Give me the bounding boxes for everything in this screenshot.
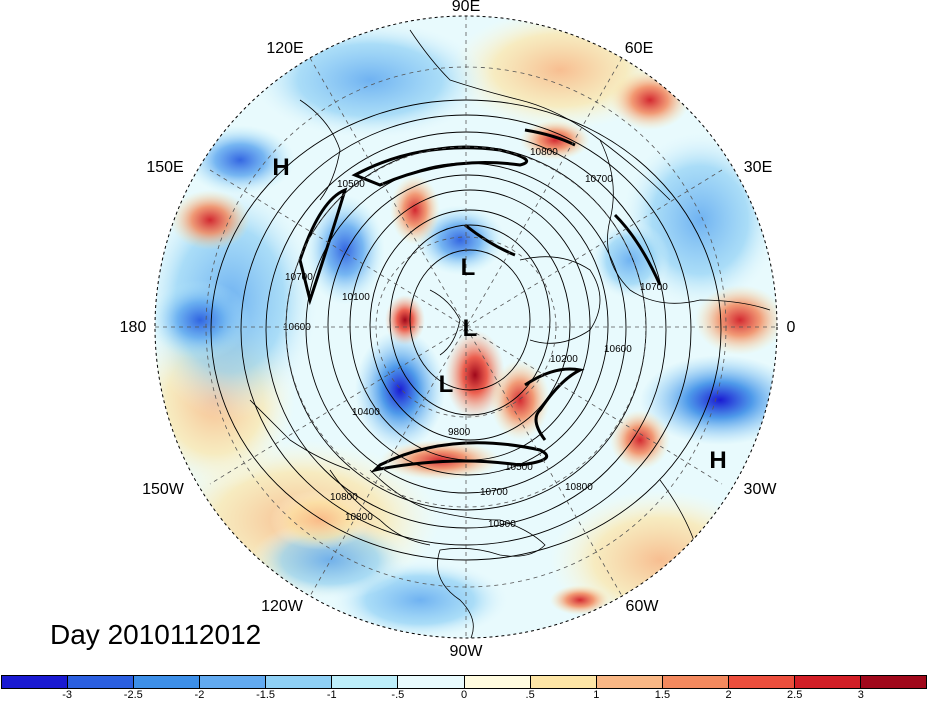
colorbar-swatch — [596, 676, 663, 688]
contour-label: 10400 — [352, 407, 380, 418]
contour-label: 10800 — [565, 482, 593, 493]
contour-label: 10800 — [345, 512, 373, 523]
contour-label-group: 10800 10700 10600 10500 10200 10100 1040… — [283, 147, 668, 530]
lon-label-120e: 120E — [266, 40, 304, 57]
contour-label: 10800 — [330, 492, 358, 503]
colorbar-swatch — [266, 676, 333, 688]
low-pressure-marker: L — [460, 254, 476, 281]
contour-label: 10200 — [550, 354, 578, 365]
colorbar-swatch — [200, 676, 267, 688]
colorbar-tick-label: 1 — [593, 689, 600, 701]
day-label: Day 2010112012 — [50, 619, 262, 650]
lon-label-180: 180 — [119, 319, 147, 336]
colorbar-tick-label: -1.5 — [256, 689, 276, 701]
colorbar-tick-label: 0 — [460, 689, 468, 701]
contour-label: 10700 — [585, 174, 613, 185]
lon-label-150e: 150E — [146, 159, 184, 176]
lon-label-90w: 90W — [449, 643, 483, 660]
graticule — [155, 16, 777, 638]
contour-label: 10600 — [604, 344, 632, 355]
colorbar-tick-label: 2.5 — [787, 689, 803, 701]
colorbar-swatch — [464, 676, 531, 688]
lon-label-60w: 60W — [625, 598, 659, 615]
colorbar-swatch — [68, 676, 135, 688]
lon-label-30w: 30W — [743, 481, 777, 498]
lon-label-30e: 30E — [743, 159, 773, 176]
contour-label: 9800 — [448, 427, 471, 438]
lon-label-90e: 90E — [451, 0, 481, 15]
high-pressure-marker: H — [709, 447, 727, 474]
colorbar-swatch — [530, 676, 597, 688]
colorbar-tick-label: 2 — [725, 689, 732, 701]
colorbar — [1, 675, 927, 689]
colorbar-tick-label: -2.5 — [123, 689, 143, 701]
low-pressure-marker: L — [438, 371, 454, 398]
contour-label: 10100 — [342, 292, 370, 303]
contour-label: 10700 — [480, 487, 508, 498]
colorbar-tick-label: -3 — [62, 689, 73, 701]
colorbar-swatch — [134, 676, 201, 688]
lon-label-60e: 60E — [624, 40, 654, 57]
map-boundary — [154, 15, 778, 639]
colorbar-swatch — [2, 676, 69, 688]
lon-label-150w: 150W — [142, 481, 184, 498]
lon-label-120w: 120W — [261, 598, 303, 615]
colorbar-swatch — [332, 676, 399, 688]
contour-label: 10900 — [488, 519, 516, 530]
high-pressure-marker: H — [272, 154, 290, 181]
colorbar-swatch — [861, 676, 927, 688]
colorbar-swatch — [662, 676, 729, 688]
contour-label: 10600 — [283, 322, 311, 333]
colorbar-tick-label: .5 — [525, 689, 535, 701]
colorbar-tick-label: -1 — [326, 689, 337, 701]
contour-label: 10500 — [337, 179, 365, 190]
contour-label: 10700 — [640, 282, 668, 293]
colorbar-tick-label: -.5 — [391, 689, 405, 701]
colorbar-swatch — [794, 676, 862, 688]
colorbar-tick-label: 3 — [857, 689, 864, 701]
lon-label-0: 0 — [786, 319, 796, 336]
contour-label: 10500 — [505, 462, 533, 473]
colorbar-swatch — [728, 676, 795, 688]
colorbar-swatch — [398, 676, 465, 688]
contour-label: 10700 — [285, 272, 313, 283]
low-pressure-marker: L — [462, 315, 478, 342]
contour-label: 10800 — [530, 147, 558, 158]
colorbar-tick-label: 1.5 — [654, 689, 671, 701]
colorbar-tick-label: -2 — [194, 689, 205, 701]
